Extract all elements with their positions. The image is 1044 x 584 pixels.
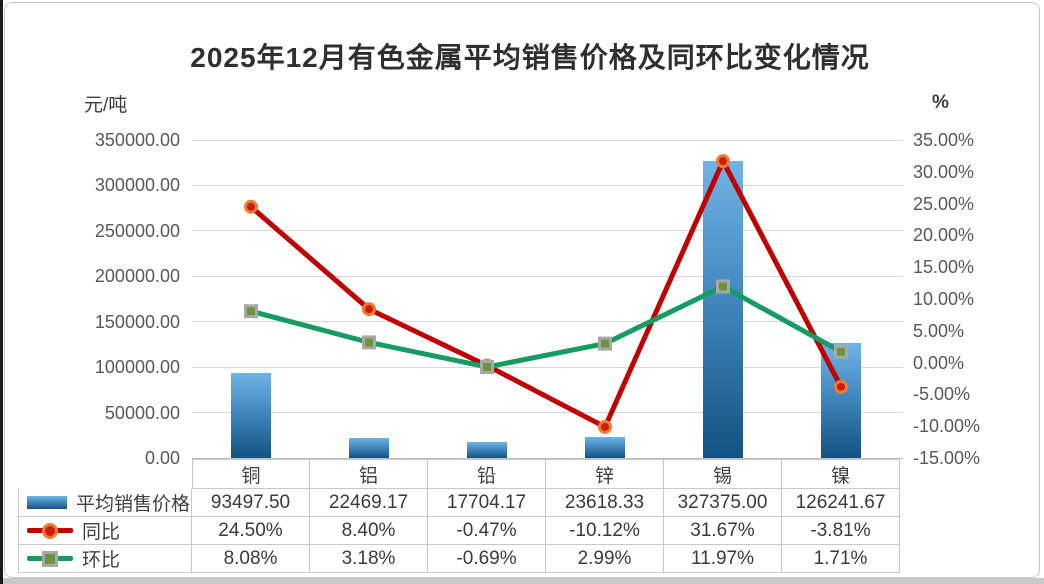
value-cell: 1.71% — [782, 545, 900, 573]
left-axis-tick-label: 300000.00 — [94, 175, 180, 196]
legend-cell: 同比 — [18, 517, 192, 545]
price-series-swatch — [27, 496, 67, 509]
mom-marker — [716, 279, 730, 294]
price-bar — [231, 373, 271, 458]
value-cell: 93497.50 — [192, 489, 310, 517]
value-cell: 8.40% — [310, 517, 428, 545]
data-table: 铜铝铅锌锡镍平均销售价格 93497.50 22469.17 17704.17 2361… — [18, 459, 900, 573]
value-cell: 8.08% — [192, 545, 310, 573]
value-cell: 17704.17 — [428, 489, 546, 517]
chart-title: 2025年12月有色金属平均销售价格及同环比变化情况 — [190, 42, 870, 73]
value-cell: -3.81% — [782, 517, 900, 545]
price-bar — [585, 436, 625, 458]
legend-label: 平均销售价格 — [76, 494, 191, 515]
gridline — [192, 366, 903, 368]
legend-label: 环比 — [82, 550, 121, 571]
mom-marker — [598, 336, 612, 351]
category-cell: 镍 — [782, 459, 900, 489]
value-cell: -0.47% — [428, 517, 546, 545]
value-cell: 327375.00 — [664, 489, 782, 517]
yoy-marker — [362, 302, 376, 317]
value-cell: 11.97% — [664, 545, 782, 573]
value-cell: 23618.33 — [546, 489, 664, 517]
right-axis-tick-label: 5.00% — [913, 320, 965, 341]
left-axis-tick-label: 250000.00 — [94, 220, 180, 241]
right-axis-tick-label: -10.00% — [913, 416, 981, 437]
mom-marker — [480, 359, 494, 374]
yoy-marker — [244, 199, 258, 214]
right-axis-tick-label: 0.00% — [913, 352, 965, 373]
gridline — [192, 457, 903, 459]
right-axis-tick-label: 35.00% — [913, 130, 975, 150]
mom-line — [248, 283, 844, 370]
legend-label: 同比 — [82, 522, 121, 543]
left-axis-tick-label: 0.00 — [144, 448, 180, 468]
value-cell: -0.69% — [428, 545, 546, 573]
lines-layer — [244, 154, 848, 434]
right-axis-tick-label: -5.00% — [913, 384, 971, 405]
category-cell: 铜 — [192, 459, 310, 489]
category-cell: 锡 — [664, 459, 782, 489]
right-axis-tick-label: -15.00% — [913, 448, 981, 468]
mom-marker — [362, 335, 376, 350]
price-bar — [703, 160, 743, 458]
table-corner — [18, 459, 192, 489]
right-axis-tick-label: 15.00% — [913, 257, 975, 278]
left-axis-tick-label: 100000.00 — [94, 357, 180, 378]
yoy-marker — [834, 379, 848, 394]
value-cell: -10.12% — [546, 517, 664, 545]
price-bar — [349, 437, 389, 458]
left-axis-tick-label: 200000.00 — [94, 266, 180, 287]
category-cell: 锌 — [546, 459, 664, 489]
yoy-series-swatch — [27, 522, 73, 539]
value-cell: 31.67% — [664, 517, 782, 545]
gridline — [192, 275, 903, 277]
value-cell: 24.50% — [192, 517, 310, 545]
legend-cell: 平均销售价格 — [18, 489, 192, 517]
value-cell: 126241.67 — [782, 489, 900, 517]
gridline — [192, 139, 903, 141]
gridline — [192, 412, 903, 414]
category-cell: 铝 — [310, 459, 428, 489]
price-bar — [467, 441, 507, 458]
right-axis-unit-label: % — [932, 92, 949, 113]
mom-marker — [244, 304, 258, 319]
left-axis-unit-label: 元/吨 — [84, 95, 128, 116]
yoy-line — [248, 158, 844, 430]
left-axis-tick-label: 150000.00 — [94, 311, 180, 332]
legend-cell: 环比 — [18, 545, 192, 573]
yoy-marker — [716, 154, 730, 169]
right-axis-tick-label: 30.00% — [913, 161, 975, 182]
right-axis-tick-label: 20.00% — [913, 225, 975, 246]
left-axis-tick-label: 50000.00 — [104, 402, 180, 423]
right-axis-tick-label: 25.00% — [913, 193, 975, 214]
bottom-edge-strip — [0, 578, 1044, 584]
value-cell: 3.18% — [310, 545, 428, 573]
gridline — [192, 321, 903, 323]
mom-marker — [834, 344, 848, 359]
left-edge-strip — [0, 0, 3, 584]
mom-series-swatch — [27, 550, 73, 567]
gridline — [192, 184, 903, 186]
right-axis-tick-label: 10.00% — [913, 289, 975, 309]
category-cell: 铅 — [428, 459, 546, 489]
left-axis-tick-label: 350000.00 — [94, 130, 180, 150]
value-cell: 2.99% — [546, 545, 664, 573]
gridline — [192, 230, 903, 232]
yoy-marker — [598, 419, 612, 434]
value-cell: 22469.17 — [310, 489, 428, 517]
